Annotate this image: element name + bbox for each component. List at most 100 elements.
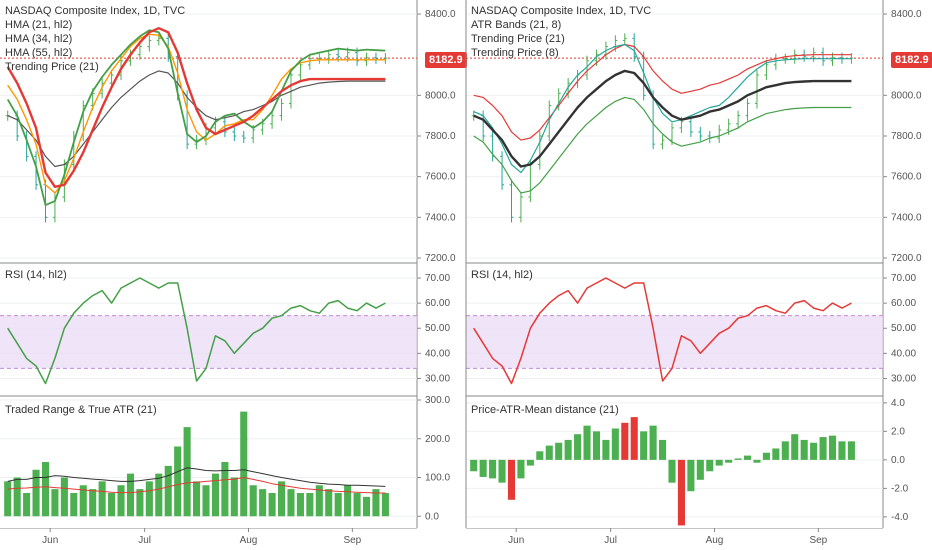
distance-bar xyxy=(517,459,525,479)
traded-range-bar xyxy=(164,465,172,517)
distance-bar xyxy=(668,459,676,483)
distance-bar xyxy=(715,459,723,466)
y-tick-label: 100.0 xyxy=(425,473,450,484)
distance-bar xyxy=(753,459,761,463)
left-rsi-chart-svg[interactable]: 70.00 60.00 50.00 40.00 30.00 xyxy=(0,263,466,396)
traded-range-bar xyxy=(268,493,276,517)
distance-bar xyxy=(564,439,572,460)
traded-range-bar xyxy=(315,485,323,517)
left-title: NASDAQ Composite Index, 1D, TVC xyxy=(5,5,186,17)
y-tick-label: 7600.0 xyxy=(425,172,456,183)
distance-bar xyxy=(489,459,497,479)
traded-range-bar xyxy=(221,462,229,517)
y-tick-label: 40.00 xyxy=(425,348,450,359)
distance-bar xyxy=(828,435,837,460)
traded-range-bar xyxy=(126,473,135,517)
distance-bar xyxy=(470,459,478,472)
traded-range-bar xyxy=(211,473,219,517)
distance-bar xyxy=(800,439,808,460)
right-distance-label: Price-ATR-Mean distance (21) xyxy=(471,404,619,416)
x-tick-label: Jul xyxy=(138,535,151,546)
right-price-chart-svg[interactable]: 8400.0 8000.0 7800.0 7600.0 7400.0 7200.0 xyxy=(466,0,932,263)
traded-range-bar xyxy=(277,481,286,517)
traded-range-bar xyxy=(79,485,87,517)
rsi-line xyxy=(473,277,852,385)
traded-range-bar xyxy=(155,473,163,517)
traded-range-bar xyxy=(240,411,248,517)
left-last-price-badge: 8182.9 xyxy=(425,52,467,68)
traded-range-bar xyxy=(362,496,371,517)
distance-bar xyxy=(743,455,752,460)
left-atr-pane: 300.0 200.0 100.0 0.0 Traded Range & True A… xyxy=(0,396,466,528)
mean-range-line xyxy=(7,477,386,494)
atr-band-upper-line xyxy=(473,43,852,141)
y-tick-label: -4.0 xyxy=(891,512,909,523)
traded-range-bar xyxy=(325,489,333,517)
y-tick-label: 2.0 xyxy=(891,426,905,437)
distance-bar xyxy=(677,459,685,526)
distance-bar xyxy=(847,441,855,460)
distance-bar xyxy=(536,451,544,460)
right-rsi-label: RSI (14, hl2) xyxy=(471,269,533,281)
distance-bar xyxy=(810,442,818,460)
trending-price-21-line xyxy=(7,70,386,168)
left-atr-chart-svg[interactable]: 300.0 200.0 100.0 0.0 xyxy=(0,396,466,528)
traded-range-bar xyxy=(51,489,59,517)
y-tick-label: 70.00 xyxy=(425,273,450,284)
traded-range-bar xyxy=(381,493,389,517)
traded-range-bar xyxy=(23,493,31,517)
trending-price-21-line xyxy=(473,69,852,168)
right-overlay-2: Trending Price (21) xyxy=(471,33,565,45)
x-axis-strip: Jun Jul Aug Sep Jun Jul Aug Sep xyxy=(0,528,883,546)
right-overlay-1: ATR Bands (21, 8) xyxy=(471,19,562,31)
y-tick-label: 4.0 xyxy=(891,398,905,409)
distance-bar xyxy=(791,434,799,460)
traded-range-bar xyxy=(117,485,125,517)
y-tick-label: 7800.0 xyxy=(891,131,922,142)
distance-bar xyxy=(583,425,591,460)
right-distance-pane: 4.0 2.0 0.0 -2.0 -4.0 Price-ATR-Mean distanc… xyxy=(466,396,932,528)
y-tick-label: 8000.0 xyxy=(891,90,922,101)
y-tick-label: 200.0 xyxy=(425,434,450,445)
left-price-chart-svg[interactable]: 8400.0 8000.0 7800.0 7600.0 7400.0 7200.0 xyxy=(0,0,466,263)
y-tick-label: 7400.0 xyxy=(891,212,922,223)
rsi-line xyxy=(7,277,386,385)
y-tick-label: 30.00 xyxy=(425,373,450,384)
distance-bar xyxy=(725,459,733,463)
traded-range-bar xyxy=(249,485,257,517)
left-overlay-3: HMA (55, hl2) xyxy=(5,47,73,59)
y-tick-label: 8000.0 xyxy=(425,90,456,101)
distance-bar xyxy=(611,428,619,460)
traded-range-bar xyxy=(344,485,352,517)
distance-bar xyxy=(649,425,657,460)
traded-range-bar xyxy=(89,489,97,517)
distance-bar xyxy=(602,439,610,460)
x-tick-label: Jun xyxy=(508,535,524,546)
distance-bar xyxy=(734,458,742,460)
distance-bar xyxy=(555,442,563,460)
distance-bar xyxy=(772,448,780,460)
hma-21-line xyxy=(6,29,386,206)
traded-range-bar xyxy=(372,489,380,517)
distance-bar xyxy=(838,441,846,460)
traded-range-bar xyxy=(306,493,314,517)
hma-34-line xyxy=(7,33,386,194)
right-rsi-chart-svg[interactable]: 70.00 60.00 50.00 40.00 30.00 xyxy=(466,263,932,396)
right-distance-chart-svg[interactable]: 4.0 2.0 0.0 -2.0 -4.0 xyxy=(466,396,932,528)
y-tick-label: 7400.0 xyxy=(425,212,456,223)
x-tick-label: Aug xyxy=(240,535,258,546)
y-tick-label: 60.00 xyxy=(891,298,916,309)
left-atr-label: Traded Range & True ATR (21) xyxy=(5,404,157,416)
traded-range-bar xyxy=(183,427,191,517)
distance-bar xyxy=(621,422,629,460)
traded-range-bar xyxy=(41,462,50,517)
distance-bar xyxy=(592,431,601,460)
traded-range-bar xyxy=(136,489,144,517)
traded-range-bar xyxy=(4,481,12,517)
right-rsi-pane: 70.00 60.00 50.00 40.00 30.00 RSI (14, hl2) xyxy=(466,263,932,396)
distance-bar xyxy=(696,459,704,480)
y-tick-label: 70.00 xyxy=(891,273,916,284)
y-tick-label: 30.00 xyxy=(891,373,916,384)
traded-range-bar xyxy=(174,446,182,517)
traded-range-bar xyxy=(193,481,201,517)
